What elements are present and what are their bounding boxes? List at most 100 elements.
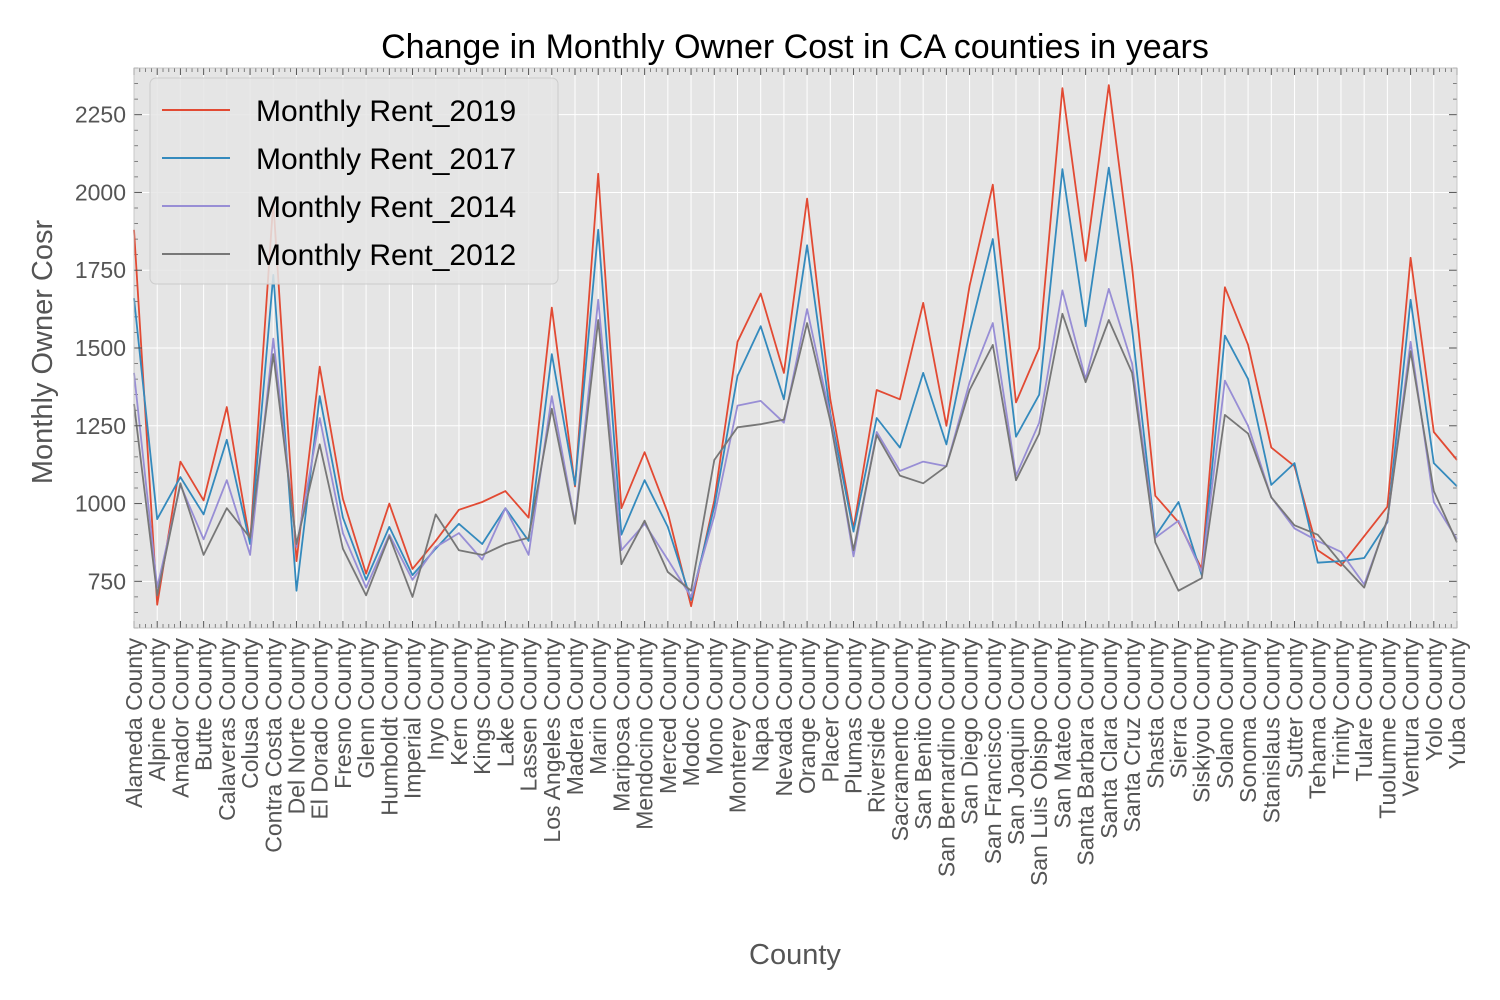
series-point (690, 589, 692, 591)
series-point (667, 512, 669, 514)
series-point (1200, 577, 1202, 579)
series-point (899, 446, 901, 448)
series-point (1177, 501, 1179, 503)
series-group (133, 84, 1458, 608)
legend-label: Monthly Rent_2017 (256, 143, 516, 176)
x-tick-label: Solano County (1212, 638, 1238, 789)
legend-label: Monthly Rent_2019 (256, 95, 516, 128)
series-point (202, 538, 204, 540)
series-point (852, 549, 854, 551)
series-point (1015, 435, 1017, 437)
series-point (249, 554, 251, 556)
x-tick-label: Imperial County (400, 638, 426, 800)
series-group (133, 287, 1458, 598)
series-point (829, 398, 831, 400)
series-point (226, 439, 228, 441)
legend: Monthly Rent_2019 Monthly Rent_2017 Monthl… (149, 77, 559, 285)
series-point (968, 389, 970, 391)
x-tick-label: Yolo County (1421, 638, 1447, 762)
series-point (156, 594, 158, 596)
x-tick-label: Sacramento County (887, 638, 913, 842)
series-point (1177, 589, 1179, 591)
x-tick-label: Monterey County (724, 638, 750, 814)
series-point (1433, 501, 1435, 503)
x-tick-label: Los Angeles County (539, 638, 565, 843)
series-point (435, 513, 437, 515)
x-tick-label: Sonoma County (1235, 638, 1261, 803)
series-point (365, 572, 367, 574)
series-point (1224, 414, 1226, 416)
legend-box (149, 77, 559, 285)
series-point (365, 594, 367, 596)
series-point (202, 554, 204, 556)
series-point (1084, 325, 1086, 327)
series-point (713, 459, 715, 461)
plot-frame (133, 67, 1458, 629)
series-point (156, 518, 158, 520)
series-line (133, 166, 1458, 601)
legend-label: Monthly Rent_2014 (256, 191, 516, 224)
series-point (1247, 432, 1249, 434)
x-tick-label: Orange County (794, 638, 820, 794)
series-point (945, 465, 947, 467)
series-point (1293, 462, 1295, 464)
series-point (783, 421, 785, 423)
series-point (736, 375, 738, 377)
x-tick-label: Colusa County (237, 638, 263, 789)
series-point (736, 404, 738, 406)
series-point (945, 443, 947, 445)
series-point (527, 537, 529, 539)
series-point (852, 530, 854, 532)
series-point (852, 555, 854, 557)
series-point (527, 554, 529, 556)
x-tick-label: Amador County (167, 638, 193, 798)
y-axis-ticks: 750 1000 1250 1500 1750 2000 2250 (75, 102, 1457, 594)
series-point (1131, 362, 1133, 364)
series-point (411, 568, 413, 570)
series-point (968, 285, 970, 287)
series-line (133, 312, 1458, 598)
x-tick-label: San Bernardino County (933, 638, 959, 878)
x-tick-label: Santa Barbara County (1073, 638, 1099, 866)
series-point (1293, 527, 1295, 529)
series-point (876, 431, 878, 433)
series-point (992, 322, 994, 324)
series-point (783, 372, 785, 374)
series-point (1224, 379, 1226, 381)
series-point (388, 502, 390, 504)
series-point (992, 344, 994, 346)
series-point (295, 543, 297, 545)
series-point (504, 490, 506, 492)
series-point (1084, 381, 1086, 383)
series-point (1131, 266, 1133, 268)
series-point (527, 516, 529, 518)
series-point (597, 229, 599, 231)
x-tick-label: Riverside County (864, 638, 890, 814)
series-point (226, 479, 228, 481)
series-point (179, 460, 181, 462)
series-point (736, 341, 738, 343)
y-tick-label: 1750 (75, 257, 126, 283)
series-point (1247, 344, 1249, 346)
series-point (1084, 260, 1086, 262)
series-point (388, 535, 390, 537)
series-point (318, 395, 320, 397)
series-point (806, 244, 808, 246)
series-point (202, 513, 204, 515)
series-point (1270, 484, 1272, 486)
series-point (295, 560, 297, 562)
series-point (156, 603, 158, 605)
series-point (1247, 425, 1249, 427)
series-point (690, 605, 692, 607)
series-point (179, 482, 181, 484)
series-point (1340, 551, 1342, 553)
series-point (411, 579, 413, 581)
series-point (504, 507, 506, 509)
series-point (1038, 347, 1040, 349)
series-point (1108, 166, 1110, 168)
series-point (342, 532, 344, 534)
series-point (690, 596, 692, 598)
x-tick-label: Madera County (562, 638, 588, 796)
x-axis-title: County (749, 939, 841, 971)
